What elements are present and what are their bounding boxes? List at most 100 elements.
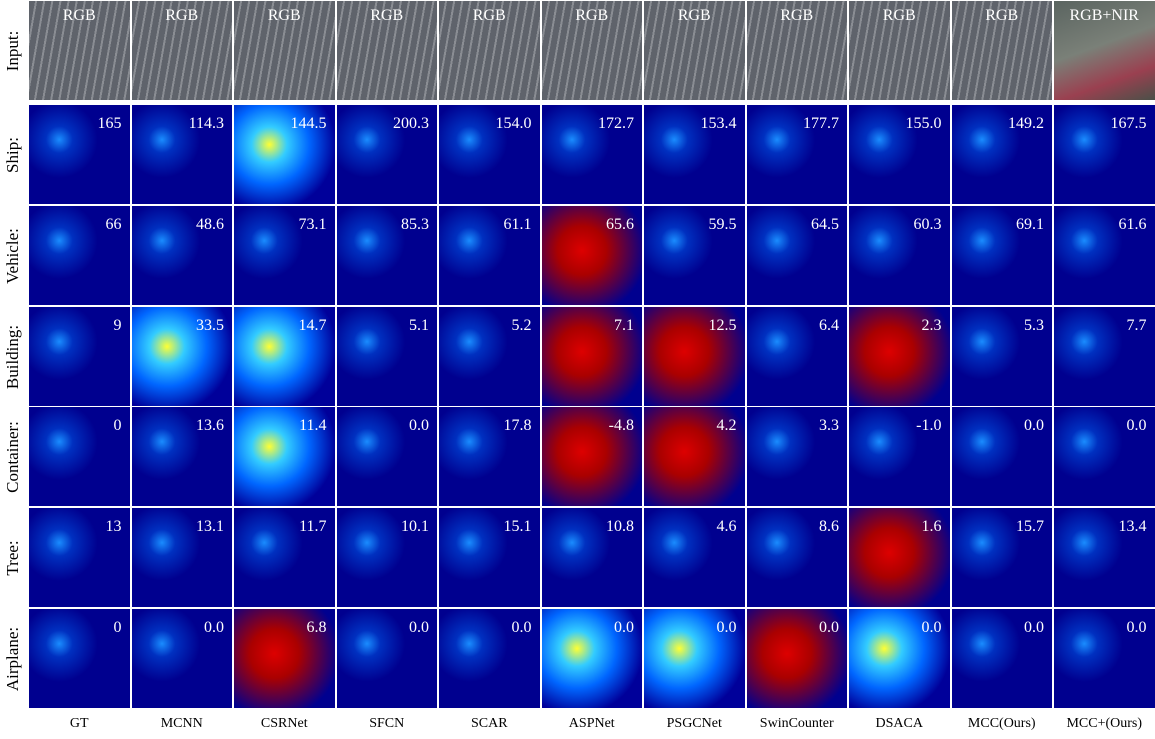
density-map: 172.7 [541,104,644,205]
input-image: RGB [541,0,644,101]
density-map: 0.0 [336,608,439,709]
count: 144.5 [291,115,327,133]
count: 2.3 [922,317,942,335]
count: 7.1 [614,317,634,335]
count: 200.3 [393,115,429,133]
column-label: SCAR [438,716,541,732]
row-label: Vehicle: [3,228,23,284]
count: 13.1 [196,518,224,536]
density-map: 1.6 [848,507,951,608]
density-map: 13 [28,507,131,608]
density-map: 5.1 [336,306,439,407]
density-map: 61.1 [438,205,541,306]
input-image: RGB [746,0,849,101]
count: 12.5 [709,317,737,335]
density-map: 10.8 [541,507,644,608]
density-map: 4.6 [643,507,746,608]
density-map: 85.3 [336,205,439,306]
count: 0 [114,417,122,435]
count: 5.3 [1024,317,1044,335]
density-map: 177.7 [746,104,849,205]
count: 85.3 [401,216,429,234]
count: 0.0 [922,619,942,637]
density-map: 155.0 [848,104,951,205]
input-image: RGB [951,0,1054,101]
density-map: 5.3 [951,306,1054,407]
count: 5.1 [409,317,429,335]
column-label: PSGCNet [643,716,746,732]
count: 13.4 [1119,518,1147,536]
density-map: 10.1 [336,507,439,608]
density-map: 0.0 [131,608,234,709]
input-label: RGB [849,7,950,25]
column-label: SFCN [336,716,439,732]
density-map: 48.6 [131,205,234,306]
count: 14.7 [299,317,327,335]
input-image: RGB [233,0,336,101]
count: 0.0 [204,619,224,637]
density-map: 114.3 [131,104,234,205]
count: 59.5 [709,216,737,234]
input-label: RGB [747,7,848,25]
density-map: 73.1 [233,205,336,306]
count: 167.5 [1111,115,1147,133]
input-label: RGB [132,7,233,25]
column-label: CSRNet [233,716,336,732]
input-label: RGB [952,7,1053,25]
density-map: 13.1 [131,507,234,608]
count: 8.6 [819,518,839,536]
density-map: 167.5 [1053,104,1155,205]
count: 0.0 [1024,619,1044,637]
count: 0.0 [1127,417,1147,435]
count: 0.0 [1024,417,1044,435]
count: 155.0 [906,115,942,133]
count: 10.8 [606,518,634,536]
count: 0 [114,619,122,637]
count: 0.0 [409,619,429,637]
count: 3.3 [819,417,839,435]
count: 6.8 [307,619,327,637]
input-label: RGB [337,7,438,25]
column-label: MCC(Ours) [951,716,1054,732]
density-map: 0.0 [848,608,951,709]
count: 0.0 [717,619,737,637]
density-map: 9 [28,306,131,407]
density-map: 0.0 [336,406,439,507]
count: 73.1 [299,216,327,234]
density-map: -1.0 [848,406,951,507]
density-map: 200.3 [336,104,439,205]
column-label: SwinCounter [746,716,849,732]
count: 33.5 [196,317,224,335]
column-label: DSACA [848,716,951,732]
density-map: 13.6 [131,406,234,507]
density-map: 2.3 [848,306,951,407]
count: 61.1 [504,216,532,234]
count: -4.8 [609,417,634,435]
input-label: RGB [234,7,335,25]
count: 172.7 [598,115,634,133]
count: 0.0 [409,417,429,435]
density-map: 0.0 [1053,608,1155,709]
count: 10.1 [401,518,429,536]
count: 64.5 [811,216,839,234]
density-map: 66 [28,205,131,306]
count: 5.2 [512,317,532,335]
density-map: 11.4 [233,406,336,507]
row-label: Building: [3,324,23,388]
input-image: RGB [848,0,951,101]
density-map: 5.2 [438,306,541,407]
count: 11.4 [299,417,326,435]
count: 0.0 [512,619,532,637]
count: 1.6 [922,518,942,536]
input-label: RGB [29,7,130,25]
count: 0.0 [819,619,839,637]
density-map: 6.4 [746,306,849,407]
count: 154.0 [496,115,532,133]
density-map: 165 [28,104,131,205]
row-label: Container: [3,421,23,493]
density-map: 6.8 [233,608,336,709]
input-image: RGB [131,0,234,101]
density-map: 61.6 [1053,205,1155,306]
density-map: 12.5 [643,306,746,407]
column-label: MCNN [131,716,234,732]
